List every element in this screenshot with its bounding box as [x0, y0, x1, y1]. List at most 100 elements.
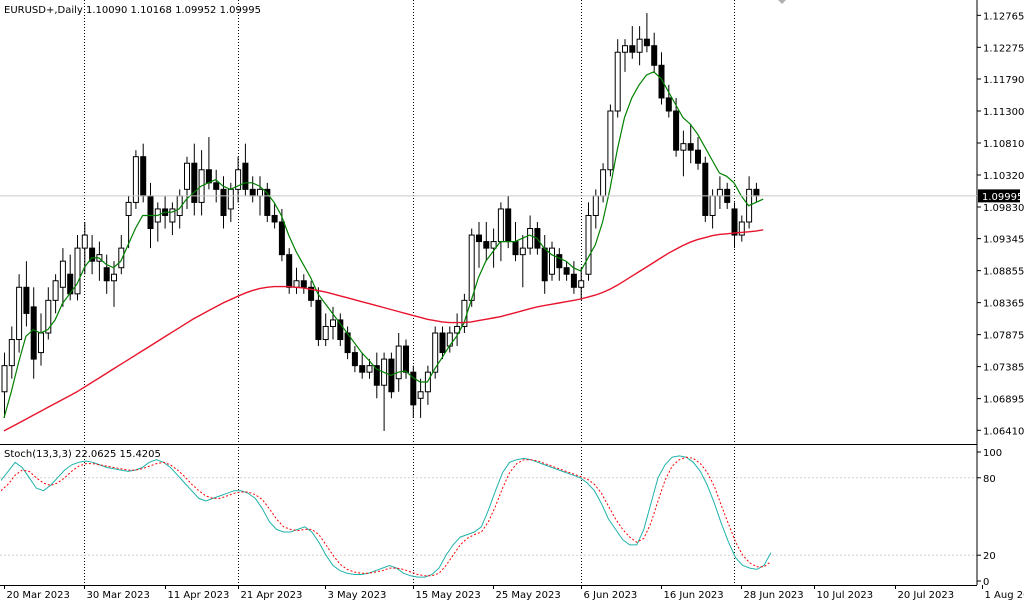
candle: [1, 352, 8, 418]
candle: [600, 163, 607, 203]
candle: [556, 248, 563, 281]
candle: [753, 182, 760, 203]
candle: [23, 261, 30, 327]
candle: [359, 352, 366, 379]
candle-body: [731, 208, 738, 236]
candle-body: [315, 299, 322, 341]
candle: [45, 287, 52, 340]
price-tick-label: 1.08855: [983, 267, 1024, 278]
candle-body: [709, 195, 716, 216]
candle: [614, 39, 621, 118]
candle-body: [483, 241, 490, 249]
candle: [169, 202, 176, 236]
candle-body: [205, 169, 212, 184]
candle-body: [264, 188, 271, 216]
slow-ma-line: [3, 229, 764, 432]
stoch-tick-label: 100: [983, 448, 1002, 459]
candle: [373, 352, 380, 399]
scroll-marker-icon[interactable]: [778, 0, 786, 4]
candle-body: [476, 234, 482, 243]
price-tick-label: 1.07875: [983, 331, 1024, 342]
stoch-axis: 100 80 20 0: [977, 448, 1002, 588]
price-tick-label: 1.06410: [983, 426, 1024, 437]
candle: [541, 235, 548, 294]
candle: [242, 143, 249, 196]
candle-body: [643, 38, 650, 47]
candle-body: [432, 332, 439, 373]
time-axis: 20 Mar 2023 30 Mar 2023 11 Apr 2023 21 Apr …: [4, 585, 1024, 601]
candle-body: [213, 182, 220, 190]
candle-body: [16, 286, 23, 341]
price-tick-label: 1.11300: [983, 107, 1024, 118]
candle: [746, 176, 753, 229]
candle: [629, 26, 636, 59]
price-tick-label: 1.07385: [983, 363, 1024, 374]
candle-body: [738, 221, 745, 236]
time-tick-label: 28 Jun 2023: [744, 590, 804, 601]
stoch-main-line: [0, 455, 772, 578]
candle: [366, 359, 373, 379]
current-price-label: 1.09995: [982, 192, 1023, 203]
candle: [454, 313, 461, 347]
candle-body: [125, 201, 132, 216]
candle: [432, 326, 439, 379]
candle-body: [337, 319, 344, 341]
candle-body: [271, 214, 278, 223]
price-tick-label: 1.10320: [983, 171, 1024, 182]
price-tick-label: 1.12765: [983, 11, 1024, 22]
candle: [38, 313, 44, 366]
candle: [59, 248, 66, 307]
candle-body: [622, 45, 628, 53]
time-tick-label: 11 Apr 2023: [168, 590, 230, 601]
candle: [680, 130, 687, 177]
time-tick-label: 1 Aug 2023: [985, 590, 1024, 601]
candle-body: [563, 267, 570, 275]
time-tick-label: 10 Jul 2023: [817, 590, 874, 601]
candle: [184, 156, 190, 209]
candle-body: [293, 280, 300, 288]
candle-body: [147, 195, 154, 230]
candle-body: [417, 391, 424, 399]
candle-body: [111, 273, 117, 282]
candle-body: [227, 188, 234, 210]
time-tick-label: 25 May 2023: [496, 590, 561, 601]
candle-body: [673, 110, 680, 151]
candle: [337, 313, 344, 347]
candle-body: [541, 247, 548, 282]
candle: [490, 228, 497, 268]
price-candles: [1, 13, 760, 431]
candle: [702, 156, 709, 222]
time-tick-label: 3 May 2023: [328, 590, 387, 601]
time-tick-label: 16 Jun 2023: [664, 590, 724, 601]
candle: [16, 274, 23, 353]
candle: [622, 39, 628, 72]
price-axis: 1.12765 1.12275 1.11790 1.11300 1.10810 1.103…: [977, 11, 1024, 437]
ohlc-label: 1.10090 1.10168 1.09952 1.09995: [86, 5, 261, 16]
candle-body: [366, 365, 373, 373]
candle: [643, 13, 650, 53]
stoch-signal-line: [0, 456, 772, 577]
candle: [191, 143, 198, 216]
candle-body: [81, 234, 88, 249]
candle-body: [695, 149, 701, 164]
candle: [592, 189, 599, 229]
candle: [519, 235, 526, 288]
candle: [308, 280, 315, 307]
candle: [687, 124, 694, 164]
price-tick-label: 1.06895: [983, 395, 1024, 406]
candle-body: [497, 208, 504, 243]
candle-body: [278, 221, 285, 256]
candle: [30, 287, 37, 379]
candle-body: [702, 162, 709, 216]
candle-body: [184, 162, 190, 190]
candle-body: [45, 299, 52, 334]
price-tick-label: 1.09345: [983, 235, 1024, 246]
candle: [673, 97, 680, 157]
candle-body: [103, 267, 110, 282]
candle: [505, 195, 512, 249]
chart-symbol-label: EURUSD+,Daily: [4, 5, 83, 16]
candle-body: [636, 38, 643, 53]
candle-body: [169, 208, 176, 223]
candle-body: [716, 188, 723, 197]
